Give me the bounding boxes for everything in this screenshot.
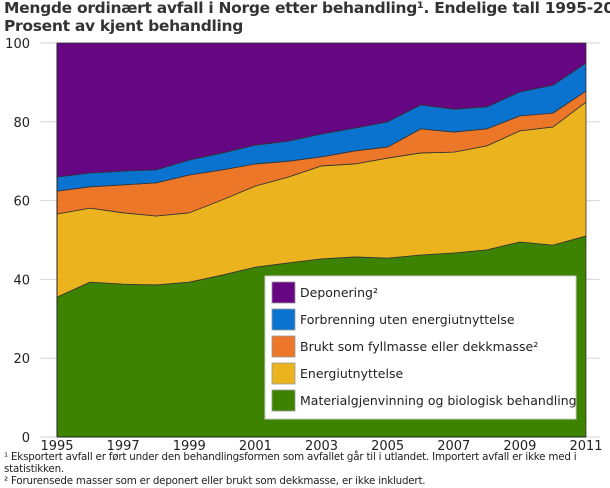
x-tick-label: 1997 (107, 439, 140, 454)
y-tick-label: 80 (13, 116, 30, 131)
chart-title-line2: Prosent av kjent behandling (4, 17, 244, 35)
chart-title-line1: Mengde ordinært avfall i Norge etter beh… (4, 0, 610, 17)
y-tick-label: 40 (13, 273, 30, 288)
legend-label: Deponering² (300, 285, 378, 300)
legend-box (264, 275, 577, 420)
legend-label: Energiutnyttelse (300, 366, 403, 381)
x-tick-label: 2007 (437, 439, 470, 454)
legend-swatch (271, 281, 296, 304)
footnote-1: ¹ Eksportert avfall er ført under den be… (4, 451, 577, 475)
legend-swatch (271, 362, 296, 385)
legend-swatch (271, 389, 296, 412)
x-tick-label: 2005 (371, 439, 404, 454)
legend-swatch (271, 335, 296, 358)
y-tick-label: 100 (5, 37, 30, 52)
chart-title: Mengde ordinært avfall i Norge etter beh… (4, 0, 610, 35)
y-tick-label: 60 (13, 195, 30, 210)
legend: Deponering² Forbrenning uten energiutnytt… (264, 275, 577, 420)
x-tick-label: 2001 (239, 439, 272, 454)
legend-label: Materialgjenvinning og biologisk behandl… (300, 393, 577, 408)
x-tick-label: 2011 (569, 439, 602, 454)
y-tick-label: 20 (13, 352, 30, 367)
x-tick-label: 1999 (173, 439, 206, 454)
legend-label: Brukt som fyllmasse eller dekkmasse² (300, 339, 538, 354)
x-tick-label: 1995 (40, 439, 73, 454)
footnote-1-line1: ¹ Eksportert avfall er ført under den be… (4, 451, 577, 463)
legend-label: Forbrenning uten energiutnyttelse (300, 312, 515, 327)
x-tick-label: 2003 (305, 439, 338, 454)
area-5 (56, 42, 587, 178)
x-tick-label: 2009 (503, 439, 536, 454)
footnote-2: ² Forurensede masser som er deponert ell… (4, 475, 426, 487)
footnote-1-line2: statistikken. (4, 462, 64, 475)
legend-swatch (271, 308, 296, 331)
axes: 0 20 40 60 80 100 1995 1997 1999 2001 2003 2005 2007… (5, 37, 602, 454)
y-tick-label: 0 (22, 431, 30, 446)
